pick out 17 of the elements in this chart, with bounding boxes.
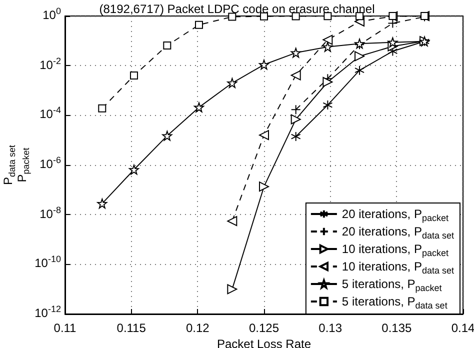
x-tick-label: 0.11 <box>54 321 77 335</box>
y-axis-title: Pdata set Ppacket <box>1 144 31 186</box>
y-tick-label: 10$^{-10}$ <box>34 254 61 270</box>
x-tick-label: 0.14 <box>451 321 474 335</box>
y-tick-label: 10$^{-4}$ <box>40 105 61 122</box>
x-axis-title: Packet Loss Rate <box>216 337 312 348</box>
x-tick-label: 0.125 <box>248 321 280 335</box>
x-tick-label: 0.12 <box>186 321 210 335</box>
x-tick-label: 0.13 <box>318 321 342 335</box>
y-tick-label: 10$^{-6}$ <box>40 155 61 171</box>
x-tick-label: 0.115 <box>116 321 146 335</box>
x-tick-label: 0.135 <box>382 321 412 335</box>
y-tick-label: 10$^{-2}$ <box>40 56 61 72</box>
y-tick-label: 10$^{-8}$ <box>40 204 61 221</box>
y-tick-label: 10$^{0}$ <box>42 6 61 22</box>
chart-title: (8192,6717) Packet LDPC code on erasure channel <box>99 2 375 16</box>
y-tick-label: 10$^{-12}$ <box>34 304 61 320</box>
